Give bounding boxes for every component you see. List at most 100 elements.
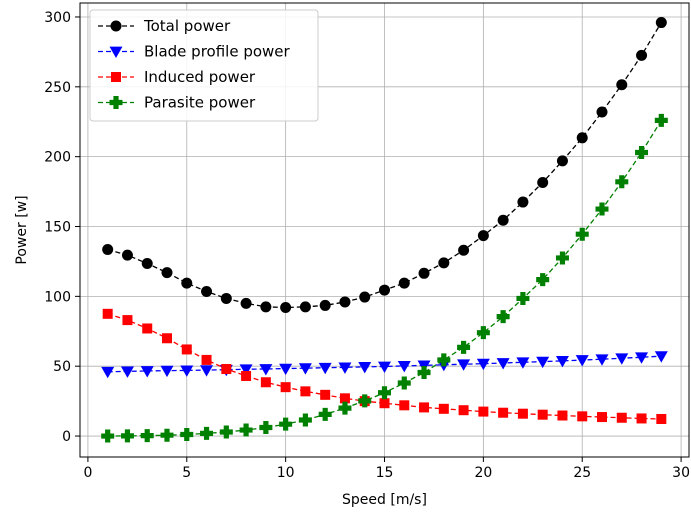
data-point-induced-power xyxy=(438,403,449,414)
data-point-blade-profile-power xyxy=(239,364,253,376)
data-point-parasite-power xyxy=(120,429,134,443)
data-point-parasite-power xyxy=(575,227,589,241)
x-tick-label: 10 xyxy=(277,465,295,481)
data-point-induced-power xyxy=(656,414,667,425)
data-point-blade-profile-power xyxy=(358,362,372,374)
data-point-parasite-power xyxy=(200,426,214,440)
data-point-induced-power xyxy=(458,405,469,416)
data-point-blade-profile-power xyxy=(615,353,629,365)
data-point-blade-profile-power xyxy=(555,356,569,368)
x-axis-label: Speed [m/s] xyxy=(342,492,427,508)
legend-item-blade-profile-power: Blade profile power xyxy=(98,43,291,61)
data-point-blade-profile-power xyxy=(595,354,609,366)
x-tick-label: 0 xyxy=(83,465,92,481)
y-tick-label: 300 xyxy=(44,10,71,26)
data-point-parasite-power xyxy=(555,251,569,265)
data-point-induced-power xyxy=(320,389,331,400)
data-point-total-power xyxy=(438,257,450,269)
data-point-induced-power xyxy=(260,377,271,388)
data-point-parasite-power xyxy=(180,428,194,442)
data-point-parasite-power xyxy=(536,273,550,287)
x-tick-label: 30 xyxy=(672,465,690,481)
data-point-induced-power xyxy=(102,308,113,319)
data-point-parasite-power xyxy=(615,175,629,189)
data-point-total-power xyxy=(655,17,667,29)
data-point-parasite-power xyxy=(338,401,352,415)
data-point-induced-power xyxy=(280,382,291,393)
data-point-parasite-power xyxy=(140,429,154,443)
data-point-blade-profile-power xyxy=(635,352,649,364)
data-point-induced-power xyxy=(517,408,528,419)
y-tick-label: 50 xyxy=(53,359,71,375)
data-point-total-power xyxy=(556,155,568,167)
data-point-parasite-power xyxy=(378,386,391,400)
data-point-blade-profile-power xyxy=(516,357,530,369)
data-point-induced-power xyxy=(339,393,350,404)
data-point-total-power xyxy=(418,267,430,279)
data-point-parasite-power xyxy=(279,417,293,431)
data-point-induced-power xyxy=(379,398,390,409)
y-axis-label: Power [w] xyxy=(14,195,30,264)
data-point-total-power xyxy=(596,106,608,118)
data-point-parasite-power xyxy=(219,425,233,439)
data-point-blade-profile-power xyxy=(338,362,352,374)
data-point-total-power xyxy=(121,249,133,261)
data-point-total-power xyxy=(319,299,331,311)
data-point-total-power xyxy=(477,230,489,242)
legend-label: Blade profile power xyxy=(144,43,291,61)
data-point-induced-power xyxy=(636,413,647,424)
data-point-parasite-power xyxy=(259,421,273,435)
data-point-blade-profile-power xyxy=(200,365,214,377)
data-point-parasite-power xyxy=(635,145,649,159)
y-tick-label: 200 xyxy=(44,150,71,166)
data-point-blade-profile-power xyxy=(536,356,550,369)
data-point-total-power xyxy=(141,258,153,270)
data-point-parasite-power xyxy=(516,291,530,305)
data-point-parasite-power xyxy=(397,376,411,390)
y-tick-label: 100 xyxy=(44,289,71,305)
data-point-blade-profile-power xyxy=(654,351,668,363)
data-point-blade-profile-power xyxy=(180,365,194,377)
data-point-parasite-power xyxy=(496,310,510,324)
data-point-total-power xyxy=(181,277,193,289)
x-tick-label: 20 xyxy=(474,465,492,481)
data-point-parasite-power xyxy=(476,326,490,340)
data-point-total-power xyxy=(458,244,470,256)
data-point-blade-profile-power xyxy=(140,366,154,378)
data-point-parasite-power xyxy=(160,428,174,442)
data-point-total-power xyxy=(339,296,351,308)
x-tick-label: 25 xyxy=(573,465,591,481)
data-point-parasite-power xyxy=(595,202,609,216)
data-point-parasite-power xyxy=(437,353,451,367)
data-point-blade-profile-power xyxy=(279,363,293,376)
data-point-induced-power xyxy=(557,410,568,421)
data-point-total-power xyxy=(161,267,173,279)
legend-label: Total power xyxy=(143,17,231,35)
data-point-induced-power xyxy=(498,407,509,418)
data-point-induced-power xyxy=(300,386,311,397)
data-point-induced-power xyxy=(616,412,627,423)
y-tick-label: 150 xyxy=(44,220,71,236)
data-point-parasite-power xyxy=(318,407,332,421)
legend-label: Induced power xyxy=(144,68,256,86)
data-point-parasite-power xyxy=(417,365,431,379)
data-point-parasite-power xyxy=(654,113,668,127)
data-point-blade-profile-power xyxy=(101,366,115,379)
series-group xyxy=(101,17,668,443)
data-point-induced-power xyxy=(181,344,192,355)
data-point-induced-power xyxy=(419,402,430,413)
data-point-blade-profile-power xyxy=(160,365,174,378)
data-point-blade-profile-power xyxy=(259,364,273,376)
data-point-total-power xyxy=(537,177,549,189)
legend-item-induced-power: Induced power xyxy=(98,68,256,86)
data-point-total-power xyxy=(576,132,588,144)
data-point-parasite-power xyxy=(457,340,471,354)
legend-item-total-power: Total power xyxy=(98,17,231,35)
data-point-blade-profile-power xyxy=(397,361,411,373)
legend-box xyxy=(89,9,319,122)
data-point-total-power xyxy=(260,301,272,313)
legend-marker xyxy=(109,46,123,58)
data-point-blade-profile-power xyxy=(318,362,332,375)
series-total-power xyxy=(102,17,667,314)
